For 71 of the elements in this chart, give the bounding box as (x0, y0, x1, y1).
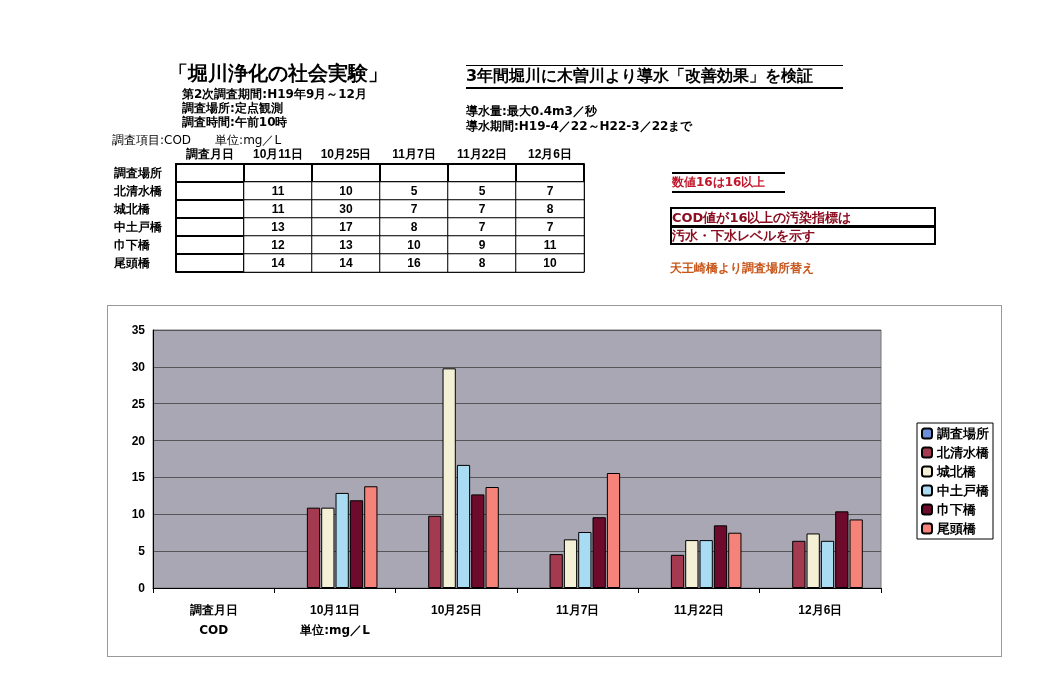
x-tick-label: 10月11日 (252, 147, 304, 161)
x-tick-label: 12月6日 (527, 147, 573, 161)
data-label: 10 (407, 238, 421, 252)
text: 天王崎橋より調査場所替え (670, 260, 814, 277)
data-label: 14 (339, 256, 353, 270)
x-tick-label: 11月22日 (673, 603, 725, 617)
y-tick-label: 20 (131, 433, 146, 448)
text: 汚水・下水レベルを示す (670, 225, 936, 245)
y-tick-label: 城北橋 (113, 202, 151, 216)
data-label: 5 (478, 184, 486, 198)
legend-label: 中土戸橋 (937, 483, 990, 498)
y-tick-label: 0 (138, 581, 146, 595)
text: 調査項目:COD 単位:mg／L (112, 132, 282, 147)
data-label: 11 (271, 202, 285, 216)
data-label: 17 (339, 220, 353, 234)
data-label: 5 (410, 184, 418, 198)
y-tick-label: 10 (131, 507, 146, 522)
y-tick-label: 35 (131, 323, 146, 337)
data-label: 16 (407, 256, 421, 270)
y-tick-label: 25 (131, 396, 146, 411)
y-tick-label: 調査場所 (113, 166, 162, 180)
data-label: 13 (339, 238, 353, 252)
y-tick-label: 尾頭橋 (113, 256, 151, 270)
x-tick-label: 調査月日 (188, 603, 238, 617)
data-label: 7 (546, 184, 554, 198)
data-label: 30 (339, 202, 353, 216)
data-label: 7 (546, 220, 554, 234)
y-tick-label: 15 (131, 470, 146, 485)
data-label: 7 (478, 220, 486, 234)
data-label: 11 (271, 184, 285, 198)
x-tick-label: 10月11日 (309, 603, 361, 617)
chart-title: 「堀川浄化の社会実験」 (168, 60, 388, 87)
data-label: 10 (339, 184, 353, 198)
text: 3年間堀川に木曽川より導水「改善効果」を検証 (466, 65, 844, 89)
data-label: 14 (271, 256, 285, 270)
x-tick-label: 11月22日 (456, 147, 508, 161)
data-label: 8 (410, 220, 418, 234)
legend-label: 尾頭橋 (936, 521, 977, 536)
data-label: 13 (271, 220, 285, 234)
legend-label: 巾下橋 (937, 502, 977, 517)
y-tick-label: 5 (138, 544, 146, 559)
data-label: 8 (478, 256, 486, 270)
x-tick-label: 調査月日 (185, 147, 234, 161)
data-label: 10 (543, 256, 557, 270)
x-tick-label: 12月6日 (798, 603, 843, 617)
data-label: 7 (410, 202, 418, 216)
x-tick-label: 10月25日 (430, 603, 482, 617)
x-tick-label: 10月25日 (320, 147, 372, 161)
text: COD値が16以上の汚染指標は (670, 207, 936, 228)
data-label: 8 (546, 202, 554, 216)
x-tick-label: 11月7日 (555, 603, 600, 617)
y-tick-label: 北清水橋 (113, 184, 163, 198)
y-tick-label: 中土戸橋 (114, 220, 163, 234)
legend-label: 調査場所 (937, 426, 989, 441)
legend-label: 城北橋 (936, 464, 977, 479)
data-label: 11 (543, 238, 557, 252)
legend-label: 北清水橋 (936, 445, 990, 460)
text: COD (199, 623, 229, 637)
text: 単位:mg／L (299, 623, 371, 637)
y-tick-label: 30 (131, 359, 146, 374)
text: 導水期間:H19-4／22～H22-3／22まで (466, 118, 693, 135)
y-tick-label: 巾下橋 (114, 238, 151, 252)
text: 調査時間:午前10時 (182, 114, 288, 131)
data-label: 12 (271, 238, 285, 252)
text: 調査場所:定点観測 (182, 100, 283, 115)
data-label: 7 (478, 202, 486, 216)
text: 数値16は16以上 (672, 172, 786, 193)
x-tick-label: 11月7日 (392, 147, 436, 161)
data-label: 9 (478, 238, 486, 252)
chart-subtitle: 第2次調査期間:H19年9月～12月 (182, 86, 367, 101)
text: 導水量:最大0.4m3／秒 (466, 103, 597, 119)
